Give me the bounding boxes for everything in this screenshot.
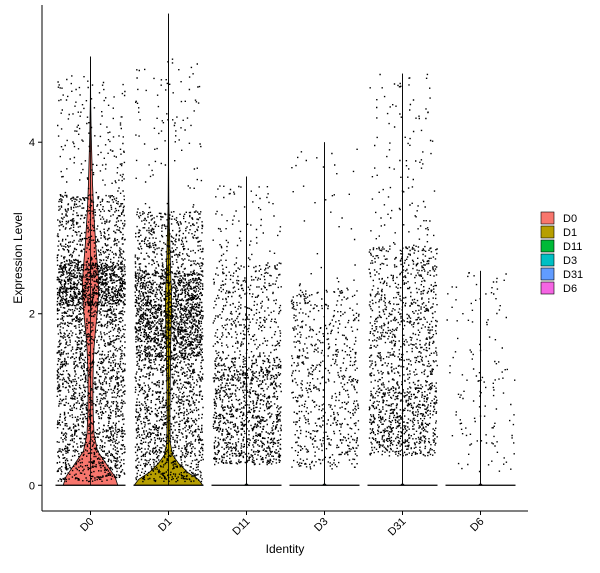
cell-points-d6 (446, 272, 516, 473)
x-axis-title: Identity (266, 542, 305, 556)
x-tick-label-d0: D0 (78, 516, 96, 534)
legend-label-d3: D3 (563, 255, 577, 267)
legend-swatch-d3 (540, 253, 555, 267)
y-tick-label: 4 (29, 137, 35, 149)
violin-group-d1 (133, 13, 204, 486)
x-tick-label-d11: D11 (230, 516, 252, 538)
violin-group-d6 (445, 270, 516, 486)
legend-swatch-d11 (540, 239, 555, 253)
violin-group-d11 (211, 176, 282, 486)
cell-points-d1 (134, 58, 204, 483)
legend-label-d1: D1 (563, 227, 577, 239)
legend-label-d6: D6 (563, 283, 577, 295)
legend: D0 D1 D11 D3 D31 D6 (540, 211, 583, 295)
y-tick-label: 0 (29, 480, 35, 492)
cell-points-d3 (290, 148, 360, 470)
violin-group-d0 (55, 56, 126, 486)
legend-swatch-d31 (540, 267, 555, 281)
cell-points-d0 (56, 75, 126, 483)
x-tick-label-d1: D1 (156, 516, 174, 534)
legend-label-d11: D11 (563, 241, 582, 253)
cell-points-d31 (368, 73, 438, 457)
violin-group-d3 (289, 142, 360, 486)
cell-points-d11 (212, 185, 282, 466)
y-axis-title: Expression Level (11, 212, 25, 303)
legend-swatch-d1 (540, 225, 555, 239)
x-tick-label-d31: D31 (386, 516, 409, 539)
legend-label-d0: D0 (563, 213, 577, 225)
plot-marks (55, 13, 516, 486)
axes: Expression Level Identity D0 D1 D11 D3 D31 D6… (11, 5, 528, 556)
legend-label-d31: D31 (563, 269, 583, 281)
violin-group-d31 (367, 73, 438, 486)
legend-swatch-d0 (540, 211, 555, 225)
x-tick-label-d6: D6 (468, 516, 486, 534)
x-tick-label-d3: D3 (312, 516, 330, 534)
y-tick-label: 2 (29, 309, 35, 321)
legend-swatch-d6 (540, 281, 555, 295)
